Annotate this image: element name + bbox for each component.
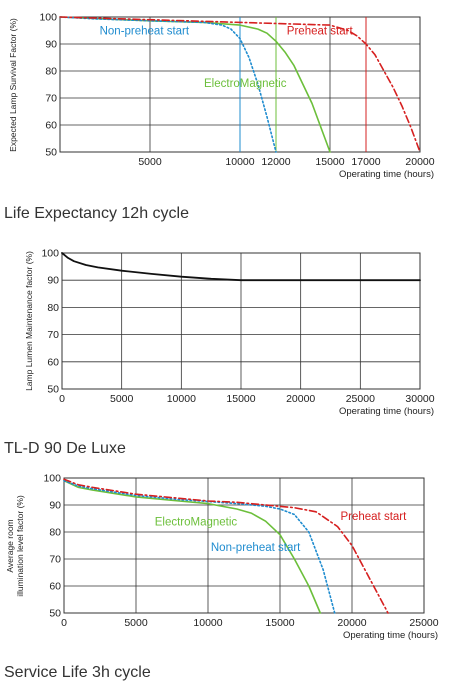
y-tick-label: 50 — [45, 147, 57, 159]
x-tick-label: 10000 — [193, 617, 222, 629]
x-tick-label: 15000 — [315, 156, 344, 168]
series-annotation: ElectroMagnetic — [155, 516, 238, 528]
series-annotation: Preheat start — [287, 26, 354, 38]
y-tick-label: 50 — [47, 384, 59, 396]
series-line-preheat-start — [59, 16, 421, 153]
y-tick-label: 90 — [47, 275, 59, 287]
x-tick-label: 15000 — [265, 617, 294, 629]
series-annotation: Preheat start — [340, 511, 407, 523]
y-tick-label: 60 — [49, 581, 61, 593]
x-axis-label: Operating time (hours) — [343, 630, 438, 641]
x-tick-label: 20000 — [405, 156, 434, 168]
x-tick-label: 0 — [59, 393, 65, 405]
y-tick-label: 70 — [49, 554, 61, 566]
y-tick-label: 100 — [39, 12, 57, 24]
x-tick-label: 10000 — [167, 393, 196, 405]
x-tick-label: 10000 — [225, 156, 254, 168]
x-tick-label: 5000 — [110, 393, 134, 405]
y-tick-label: 100 — [41, 248, 59, 260]
caption-tld-90-de-luxe: TL-D 90 De Luxe — [4, 440, 126, 457]
y-axis-label: Lamp Lumen Maintenance factor (%) — [24, 251, 34, 391]
y-tick-label: 70 — [45, 93, 57, 105]
y-tick-label: 100 — [43, 473, 61, 485]
x-tick-label: 12000 — [261, 156, 290, 168]
series-annotation: Non-preheat start — [100, 26, 190, 38]
x-tick-label: 25000 — [346, 393, 375, 405]
caption-life-expectancy: Life Expectancy 12h cycle — [4, 205, 189, 222]
y-tick-label: 80 — [49, 527, 61, 539]
x-tick-label: 15000 — [226, 393, 255, 405]
y-tick-label: 90 — [49, 500, 61, 512]
series-line-preheat-start — [63, 478, 389, 614]
plot-frame — [61, 252, 421, 390]
series-line-non-preheat-start — [59, 16, 277, 153]
series-line-lumen — [61, 252, 421, 282]
series-line-non-preheat-start — [63, 479, 336, 614]
y-tick-label: 60 — [45, 120, 57, 132]
y-tick-label: 50 — [49, 608, 61, 620]
y-tick-label: 70 — [47, 329, 59, 341]
x-tick-label: 20000 — [337, 617, 366, 629]
x-axis-label: Operating time (hours) — [339, 169, 434, 180]
x-axis-label: Operating time (hours) — [339, 406, 434, 417]
y-axis-label: Expected Lamp Survival Factor (%) — [8, 18, 18, 152]
x-tick-label: 17000 — [351, 156, 380, 168]
lumen-maintenance-chart: 50 60 70 80 90 100 0 5000 10000 15000 20000 25000 30… — [24, 248, 435, 418]
series-line-electromagnetic — [63, 479, 322, 614]
y-axis-label: Average room — [5, 519, 15, 572]
y-tick-label: 60 — [47, 356, 59, 368]
y-tick-label: 90 — [45, 39, 57, 51]
plot-frame — [63, 477, 425, 614]
series-annotation: ElectroMagnetic — [204, 78, 287, 90]
x-tick-label: 5000 — [138, 156, 162, 168]
caption-service-life: Service Life 3h cycle — [4, 664, 151, 681]
y-axis-label: illumination level factor (%) — [15, 495, 25, 597]
illumination-level-chart: 50 60 70 80 90 100 0 5000 10000 15000 20000 25000Op… — [5, 473, 439, 642]
x-tick-label: 25000 — [409, 617, 438, 629]
x-tick-label: 20000 — [286, 393, 315, 405]
x-tick-label: 0 — [61, 617, 67, 629]
x-tick-label: 5000 — [124, 617, 148, 629]
y-tick-label: 80 — [47, 302, 59, 314]
y-tick-label: 80 — [45, 66, 57, 78]
x-tick-label: 30000 — [405, 393, 434, 405]
series-annotation: Non-preheat start — [211, 542, 301, 554]
survival-factor-chart: 50 60 70 80 90 100 5000 10000 12000 15000 17000 200… — [8, 12, 435, 181]
